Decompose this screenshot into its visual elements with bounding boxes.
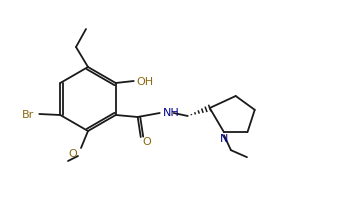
Text: N: N (220, 133, 228, 144)
Text: OH: OH (137, 77, 154, 87)
Text: NH: NH (163, 108, 179, 117)
Text: Br: Br (22, 109, 34, 119)
Text: O: O (143, 136, 152, 146)
Text: O: O (68, 148, 77, 158)
